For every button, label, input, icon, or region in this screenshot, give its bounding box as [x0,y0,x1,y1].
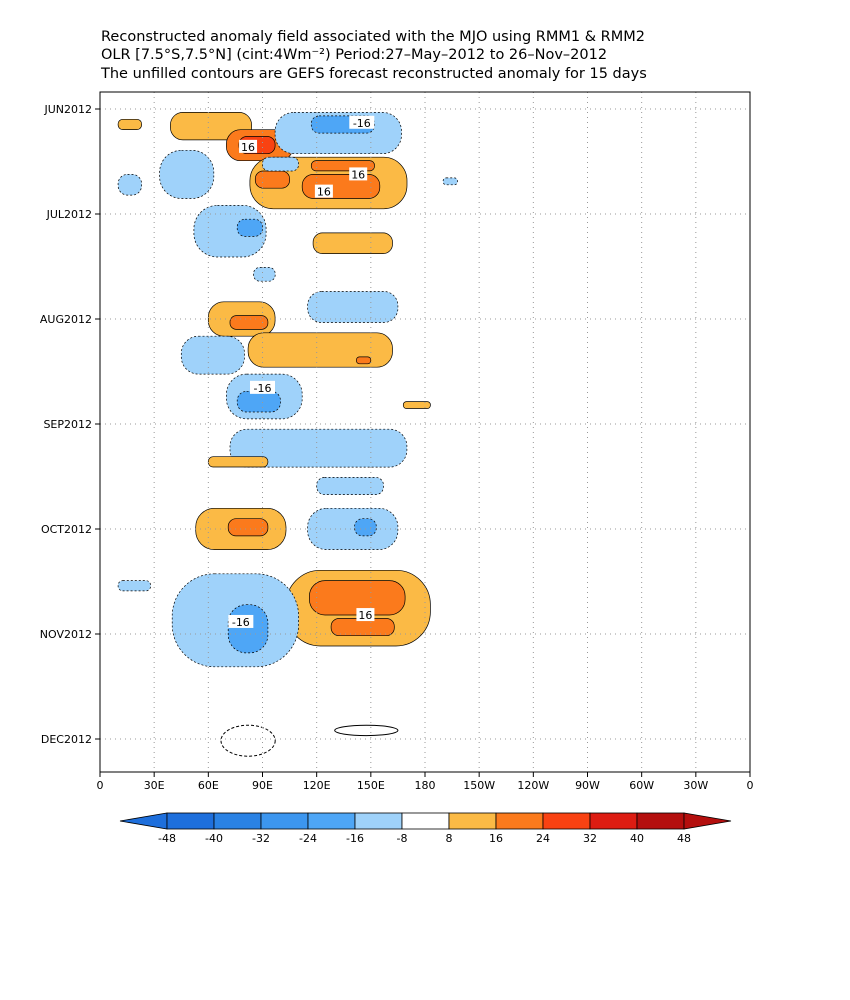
anomaly-region-7 [117,118,142,130]
contour-label-0: -16 [353,117,371,130]
title-line-2: OLR [7.5°S,7.5°N] (cint:4Wm⁻²) Period:27… [101,47,607,63]
contour-label-6: 16 [358,609,372,622]
x-tick-label-12: 0 [747,779,754,792]
contour-label-5: -16 [232,616,250,629]
colorbar-swatch-0 [166,812,215,830]
anomaly-region-32 [307,507,399,550]
anomaly-region-29 [316,477,384,495]
y-tick-label-6: DEC2012 [41,733,92,746]
anomaly-region-28 [207,456,269,468]
colorbar: -48 -40 -32 -24 -16 -8 8 16 24 32 40 48 [119,812,732,845]
colorbar-label-7: 16 [489,832,503,845]
contour-label-4: -16 [254,382,272,395]
colorbar-label-10: 40 [630,832,644,845]
contour-label-bg-1 [239,139,258,153]
colorbar-label-8: 24 [536,832,550,845]
anomaly-region-22 [356,356,372,365]
y-tick-label-2: AUG2012 [40,313,92,326]
contour-label-bg-0 [349,115,375,129]
colorbar-swatch-2 [260,812,309,830]
contour-label-2: 16 [351,168,365,181]
contour-label-bg-6 [356,608,375,622]
colorbar-label-9: 32 [583,832,597,845]
colorbar-label-0: -48 [158,832,176,845]
y-tick-label-0: JUN2012 [43,103,92,116]
x-axis: 0 30E 60E 90E 120E 150E 180 150W 120W 90W 60W 30W 0 [97,772,754,792]
colorbar-swatch-6 [448,812,497,830]
colorbar-swatch-4 [354,812,403,830]
x-tick-label-9: 90W [575,779,600,792]
forecast-contour-1 [334,724,399,737]
x-tick-label-7: 150W [463,779,495,792]
y-tick-label-5: NOV2012 [40,628,92,641]
anomaly-region-12 [442,177,458,186]
colorbar-label-6: 8 [446,832,453,845]
colorbar-label-11: 48 [677,832,691,845]
contour-labels: -16 16 16 16 -16 -16 16 [228,115,375,629]
contour-label-3: 16 [317,186,331,199]
contour-label-bg-4 [250,380,275,394]
contour-label-bg-2 [349,167,368,181]
x-tick-label-1: 30E [144,779,165,792]
anomaly-region-39 [117,580,151,592]
anomaly-region-17 [253,267,276,282]
anomaly-region-33 [354,518,377,537]
anomaly-region-20 [229,315,269,330]
anomaly-region-15 [236,218,263,237]
anomaly-region-14 [193,205,267,258]
contour-label-bg-3 [314,184,333,198]
anomaly-regions [117,112,458,668]
x-tick-label-2: 60E [198,779,219,792]
y-axis: JUN2012 JUL2012 AUG2012 SEP2012 OCT2012 NOV20… [40,103,100,746]
x-tick-label-5: 150E [357,779,385,792]
colorbar-label-2: -32 [252,832,270,845]
anomaly-region-23 [180,335,245,375]
colorbar-label-4: -16 [346,832,364,845]
colorbar-swatch-5 [401,812,450,830]
y-tick-label-3: SEP2012 [43,418,92,431]
anomaly-region-31 [227,518,269,537]
x-tick-label-4: 120E [303,779,331,792]
x-tick-label-0: 0 [97,779,104,792]
colorbar-swatch-3 [307,812,356,830]
x-tick-label-11: 30W [683,779,708,792]
title-line-1: Reconstructed anomaly field associated w… [101,29,645,45]
colorbar-arrow-right [683,812,732,830]
colorbar-label-3: -24 [299,832,317,845]
colorbar-swatch-1 [213,812,262,830]
colorbar-label-5: -8 [397,832,408,845]
colorbar-label-1: -40 [205,832,223,845]
anomaly-region-16 [312,232,393,254]
x-tick-label-6: 180 [415,779,436,792]
anomaly-region-27 [229,428,408,468]
grid-lines [100,92,750,772]
chart-title: Reconstructed anomaly field associated w… [100,29,647,82]
anomaly-region-10 [159,149,215,199]
anomaly-region-11 [117,174,142,196]
x-tick-label-10: 60W [629,779,654,792]
anomaly-region-18 [307,291,399,323]
forecast-contour-0 [220,724,276,757]
y-tick-label-1: JUL2012 [46,208,92,221]
contour-label-bg-5 [228,614,254,628]
y-tick-label-4: OCT2012 [41,523,92,536]
colorbar-swatch-9 [589,812,638,830]
colorbar-swatch-8 [542,812,591,830]
colorbar-swatch-7 [495,812,544,830]
title-line-3: The unfilled contours are GEFS forecast … [100,66,647,82]
colorbar-arrow-left [119,812,168,830]
contour-label-1: 16 [241,141,255,154]
colorbar-swatch-10 [636,812,685,830]
anomaly-region-13 [262,156,299,172]
anomaly-region-6 [254,170,290,189]
anomaly-region-26 [402,401,431,409]
forecast-contours [220,724,399,757]
x-tick-label-3: 90E [252,779,273,792]
plot-area: -16 16 16 16 -16 -16 16 [99,91,751,773]
x-tick-label-8: 120W [517,779,549,792]
anomaly-region-4 [301,174,381,199]
